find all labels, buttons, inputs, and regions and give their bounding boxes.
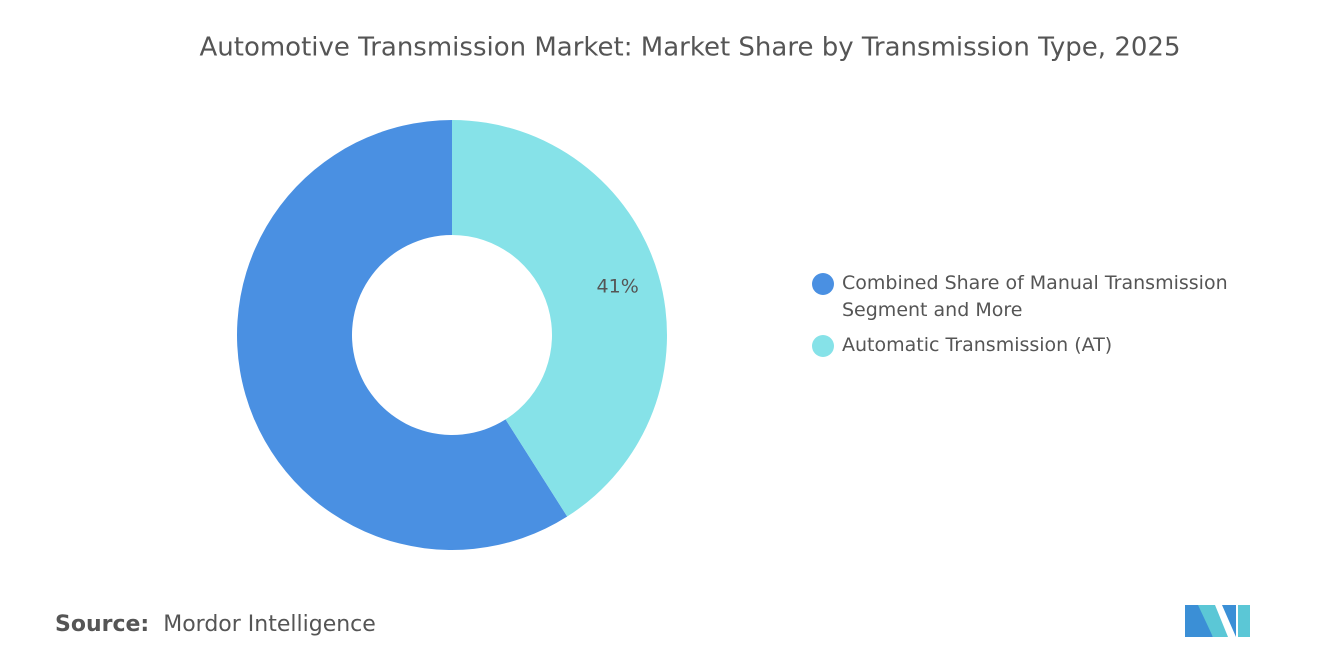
data-label: 41%: [597, 275, 639, 297]
source: Source: Mordor Intelligence: [55, 612, 376, 637]
legend-item: Combined Share of Manual Transmission Se…: [812, 270, 1282, 324]
legend-label: Automatic Transmission (AT): [842, 334, 1113, 356]
legend-item: Automatic Transmission (AT): [812, 332, 1282, 359]
legend: Combined Share of Manual Transmission Se…: [812, 270, 1282, 367]
source-label: Source:: [55, 612, 150, 637]
donut-slice: [452, 120, 667, 517]
legend-swatch: [812, 273, 834, 295]
source-text: Mordor Intelligence: [163, 612, 376, 637]
donut-slice: [236, 120, 568, 551]
legend-swatch: [812, 335, 834, 357]
logo: [1185, 605, 1250, 637]
chart-title: Automotive Transmission Market: Market S…: [199, 33, 1180, 63]
legend-label: Combined Share of Manual Transmission Se…: [842, 272, 1228, 321]
